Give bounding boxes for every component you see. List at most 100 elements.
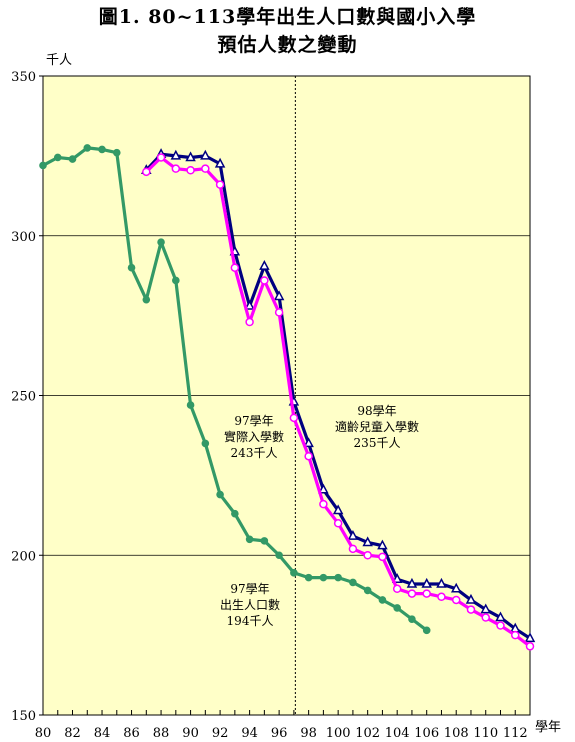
data-point: [363, 586, 372, 595]
x-tick-label: 98: [300, 726, 317, 741]
annotation-text: 243千人: [231, 446, 278, 460]
data-point: [436, 577, 447, 588]
annotation-text: 97學年: [230, 582, 269, 596]
data-point: [260, 537, 269, 545]
data-point: [319, 573, 328, 582]
data-point: [332, 504, 344, 515]
data-point: [525, 642, 535, 651]
data-point: [496, 621, 505, 630]
data-point: [333, 519, 343, 528]
data-point: [437, 592, 446, 602]
data-point: [319, 499, 328, 509]
data-point: [377, 539, 388, 550]
data-point: [275, 551, 283, 560]
data-point: [214, 157, 226, 168]
data-point: [393, 604, 401, 612]
data-point: [216, 490, 224, 499]
data-point: [406, 577, 418, 588]
data-point: [245, 317, 254, 327]
data-point: [156, 153, 166, 162]
data-point: [201, 439, 210, 448]
chart-title-line2: 預估人數之變動: [217, 34, 358, 56]
data-point: [112, 148, 121, 157]
x-tick-label: 92: [212, 726, 229, 741]
data-point: [378, 552, 387, 562]
x-tick-label: 100: [326, 726, 351, 741]
data-point: [230, 263, 240, 272]
x-tick-label: 94: [241, 726, 258, 741]
data-point: [290, 569, 298, 577]
data-point: [259, 260, 270, 270]
data-point: [304, 573, 313, 582]
x-tick-label: 102: [355, 726, 380, 741]
data-point: [201, 164, 210, 173]
data-point: [245, 535, 254, 544]
y-tick-label: 300: [11, 230, 36, 245]
x-tick-label: 104: [385, 726, 410, 741]
data-point: [273, 290, 285, 301]
data-point: [318, 483, 329, 494]
data-point: [127, 263, 136, 272]
x-tick-label: 96: [271, 726, 288, 741]
data-point: [215, 180, 225, 189]
data-point: [481, 613, 490, 622]
annotation-text: 適齡兒童入學數: [335, 419, 419, 434]
data-point: [260, 276, 269, 285]
data-point: [142, 167, 151, 177]
data-point: [347, 529, 359, 540]
data-point: [422, 626, 431, 635]
annotation-text: 實際入學數: [224, 429, 284, 444]
x-tick-label: 110: [473, 726, 498, 741]
data-point: [157, 238, 165, 246]
data-point: [392, 584, 402, 594]
chart-title-line1: 圖1. 80~113學年出生人口數與國小入學: [98, 6, 477, 28]
data-point: [451, 595, 461, 605]
data-point: [524, 632, 536, 643]
y-tick-label: 150: [11, 709, 36, 724]
annotation-text: 出生人口數: [220, 598, 280, 612]
data-point: [408, 615, 416, 623]
x-tick-label: 112: [503, 726, 528, 741]
data-point: [231, 509, 239, 518]
data-point: [186, 401, 195, 409]
data-point: [363, 551, 372, 560]
data-point: [172, 276, 180, 285]
y-axis-label: 千人: [46, 53, 72, 68]
data-point: [349, 578, 357, 587]
x-tick-label: 106: [414, 726, 439, 741]
data-point: [407, 589, 417, 598]
annotation-text: 194千人: [227, 614, 274, 628]
x-tick-label: 108: [444, 726, 469, 741]
annotation-text: 98學年: [357, 404, 396, 418]
x-tick-label: 90: [182, 726, 199, 741]
x-tick-label: 84: [94, 726, 111, 741]
data-point: [98, 145, 106, 154]
data-point: [244, 299, 255, 310]
data-point: [510, 630, 520, 640]
annotation-text: 235千人: [354, 436, 401, 450]
data-point: [421, 577, 432, 588]
data-point: [142, 295, 151, 304]
y-tick-label: 200: [11, 549, 36, 564]
data-point: [171, 164, 181, 173]
data-point: [450, 582, 462, 593]
data-point: [274, 308, 284, 317]
data-point: [39, 161, 47, 170]
data-point: [303, 437, 314, 448]
x-tick-label: 80: [35, 726, 52, 741]
x-tick-label: 88: [153, 726, 170, 741]
y-tick-label: 350: [11, 70, 36, 85]
x-tick-label: 82: [64, 726, 81, 741]
data-point: [362, 536, 373, 547]
data-point: [495, 611, 506, 622]
data-point: [200, 149, 211, 160]
data-point: [170, 149, 182, 160]
data-point: [289, 413, 299, 423]
data-point: [334, 573, 342, 582]
data-point: [83, 144, 92, 152]
annotation-text: 97學年: [234, 414, 273, 428]
data-point: [348, 544, 358, 554]
data-point: [53, 153, 62, 162]
x-tick-label: 86: [123, 726, 140, 741]
